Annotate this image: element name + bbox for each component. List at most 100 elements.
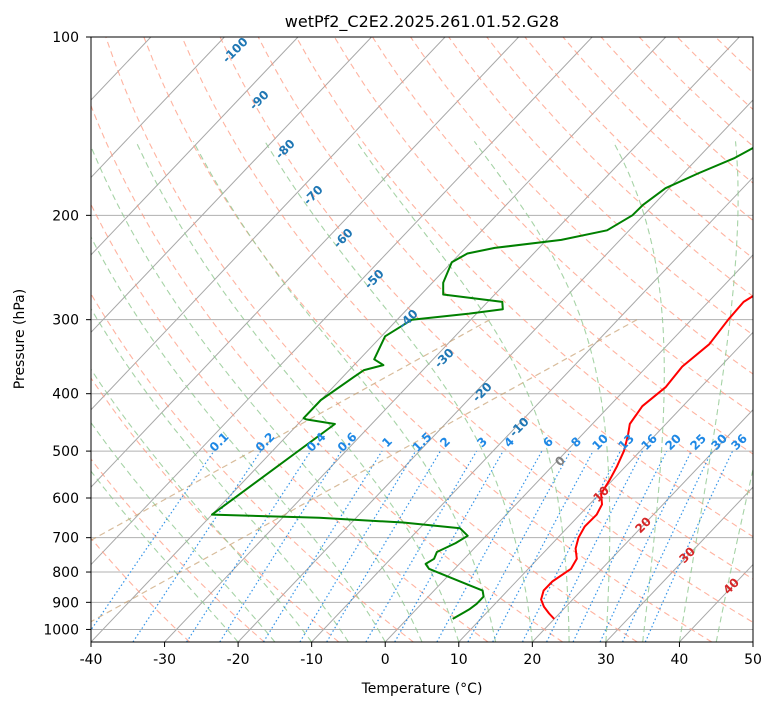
moist-adiabat-line <box>91 235 386 642</box>
moist-adiabat-line <box>355 140 570 642</box>
dry-adiabat-line <box>257 37 753 538</box>
dry-adiabat-line <box>91 458 265 642</box>
x-tick-label: -20 <box>227 652 250 668</box>
isotherm-line <box>91 37 520 488</box>
isotherm-line <box>91 37 299 256</box>
x-tick-label: 10 <box>450 652 468 668</box>
isotherm-line <box>91 37 667 642</box>
x-axis-label: Temperature (°C) <box>361 681 483 697</box>
dry-adiabat-line <box>295 37 753 496</box>
dry-adiabat-line <box>638 37 753 147</box>
y-axis: 100 200 300 400 500 600 700 800 900 1000 <box>43 30 91 638</box>
x-tick-label: 50 <box>744 652 762 668</box>
moist-adiabat-line <box>91 145 423 642</box>
moist-adiabat-line <box>91 368 313 642</box>
mixing-ratio-label: 2 <box>437 434 453 450</box>
chart-title: wetPf2_C2E2.2025.261.01.52.G28 <box>285 12 559 32</box>
y-tick-label: 700 <box>52 531 79 547</box>
isotherm-line <box>0 37 4 642</box>
dry-adiabat-line <box>91 292 414 642</box>
isotherm-line <box>91 37 593 566</box>
mixing-ratio-line <box>186 450 312 642</box>
mixing-ratio-line <box>394 450 504 642</box>
dry-adiabat-line <box>333 37 753 455</box>
dry-adiabat-line <box>486 37 753 298</box>
y-tick-label: 200 <box>52 208 79 224</box>
dry-adiabat-line <box>143 37 713 642</box>
isotherm-line <box>164 37 740 642</box>
mixing-ratio-line <box>572 450 668 642</box>
mixing-ratio-label: 8 <box>568 434 584 450</box>
dry-adiabat-label: -10 <box>507 415 532 440</box>
dry-adiabat-line <box>754 37 775 642</box>
dry-adiabat-line <box>181 37 753 623</box>
isotherm-line <box>91 37 372 334</box>
isotherm-line <box>384 254 753 642</box>
mixing-ratio-label: 3 <box>474 434 490 450</box>
mixing-ratio-line <box>467 450 571 642</box>
mixing-ratio-line <box>219 450 342 642</box>
reference-curve <box>91 319 638 623</box>
moist-adiabat-line <box>91 307 349 642</box>
dry-adiabat-label: -90 <box>247 88 272 113</box>
x-tick-label: 0 <box>381 652 390 668</box>
isotherm-line <box>752 641 753 642</box>
moist-adiabat-line <box>715 467 753 642</box>
dry-adiabat-line <box>448 37 753 336</box>
mixing-ratio-line <box>436 450 543 642</box>
moist-adiabat-line <box>473 140 611 642</box>
mixing-ratio-line <box>132 450 262 642</box>
profile-series <box>211 146 753 620</box>
moist-adiabat-line <box>612 141 665 642</box>
moist-adiabat-line <box>91 421 276 642</box>
moist-adiabat-line <box>678 141 739 642</box>
y-tick-label: 400 <box>52 387 79 403</box>
isotherm-line <box>458 331 753 642</box>
background-lines <box>0 37 775 642</box>
y-tick-label: 500 <box>52 444 79 460</box>
plot-frame <box>90 36 754 643</box>
y-tick-label: 900 <box>52 595 79 611</box>
x-tick-label: -10 <box>300 652 323 668</box>
moist-adiabat-label: 40 <box>720 575 742 597</box>
temperature-profile-line <box>540 294 753 620</box>
dry-adiabat-line <box>562 37 753 222</box>
dry-adiabat-label: -20 <box>470 380 495 405</box>
isotherm-line <box>237 99 753 642</box>
dry-adiabat-line <box>91 104 563 642</box>
mixing-ratio-label: 10 <box>589 431 611 453</box>
isotherm-line <box>91 37 446 411</box>
isotherm-line <box>605 486 753 642</box>
dry-adiabat-line <box>372 37 753 415</box>
x-tick-label: -30 <box>153 652 176 668</box>
dry-adiabat-label: -60 <box>331 226 356 251</box>
mixing-ratio-label: 25 <box>687 431 709 453</box>
isotherm-line <box>531 408 753 642</box>
mixing-ratio-line <box>546 450 644 642</box>
mixing-ratio-label: 36 <box>728 431 750 453</box>
dewpoint-profile-line <box>211 146 753 620</box>
dry-adiabat-line <box>524 37 753 259</box>
x-tick-label: 40 <box>671 652 689 668</box>
mixing-ratio-label: 1 <box>379 434 395 450</box>
y-tick-label: 600 <box>52 491 79 507</box>
moist-adiabat-line <box>192 141 497 642</box>
mixing-ratio-label: 6 <box>540 434 556 450</box>
dry-adiabat-line <box>410 37 753 375</box>
reference-curve <box>91 319 491 541</box>
dry-adiabat-label: -50 <box>362 267 387 292</box>
line-labels: -100-90-80-70-60-50-40-30-20-10010203040… <box>207 37 750 597</box>
mixing-ratio-label: 13 <box>615 431 637 453</box>
mixing-ratio-line <box>91 450 215 631</box>
dry-adiabat-line <box>219 37 753 580</box>
x-tick-label: -40 <box>80 652 103 668</box>
x-tick-label: 30 <box>597 652 615 668</box>
dry-adiabat-line <box>91 537 191 642</box>
mixing-ratio-line <box>599 450 692 642</box>
y-tick-label: 800 <box>52 565 79 581</box>
mixing-ratio-line <box>365 450 478 642</box>
moist-adiabat-line <box>264 141 533 642</box>
mixing-ratio-line <box>644 450 734 642</box>
x-axis: -40 -30 -20 -10 0 10 20 30 40 50 <box>80 642 762 668</box>
